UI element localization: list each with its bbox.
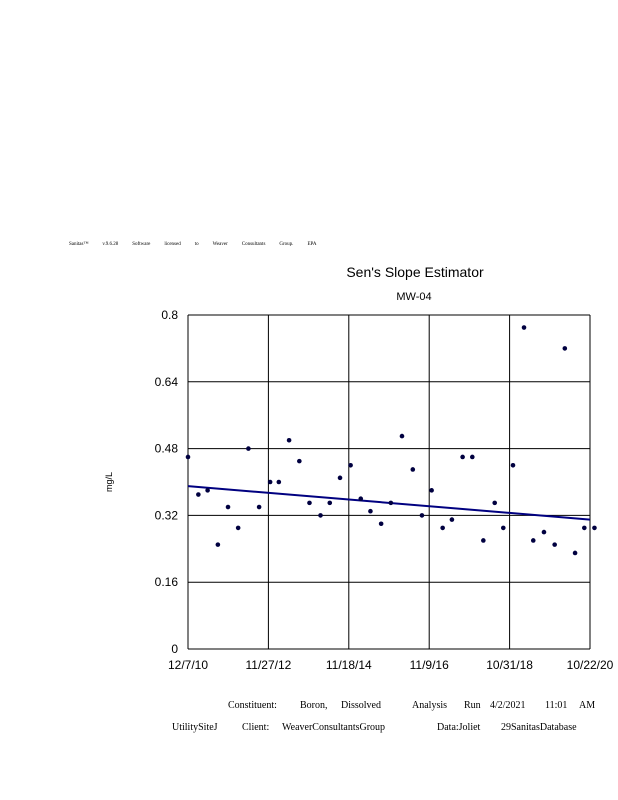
footer-line-2: UtilitySiteJ Client: WeaverConsultantsGrou… (172, 722, 577, 733)
data-point (449, 517, 455, 522)
client-label: Client: (242, 722, 270, 733)
x-tick-label: 10/22/20 (567, 658, 614, 672)
data-point (297, 458, 302, 464)
x-tick-label: 11/18/14 (326, 658, 372, 672)
data-point (481, 538, 486, 543)
y-tick-label: 0 (171, 642, 178, 656)
data-point (235, 525, 241, 531)
grid-lines (187, 314, 591, 650)
banner-word: EPA (307, 242, 317, 247)
data-point (205, 488, 210, 493)
data-point (276, 479, 282, 485)
x-tick-labels: 12/7/10 11/27/12 11/18/14 11/9/16 10/31/… (168, 658, 614, 672)
data-point (267, 479, 273, 485)
data-point (582, 525, 587, 531)
data-point (592, 525, 597, 531)
banner-word: Consultants (241, 242, 266, 247)
banner-word: Weaver (212, 242, 228, 247)
x-tick-label: 10/31/18 (486, 658, 533, 672)
data-point (510, 463, 516, 468)
data-label: Data:Joliet (437, 722, 481, 733)
constituent-value: Boron, (300, 700, 328, 711)
data-point (460, 454, 465, 460)
site-name: UtilitySiteJ (172, 722, 218, 733)
data-point (410, 467, 416, 472)
data-point (307, 500, 312, 506)
data-point (358, 496, 364, 502)
banner-word: Group. (279, 242, 294, 247)
data-point (572, 550, 578, 556)
y-tick-label: 0.32 (155, 508, 179, 522)
data-point (256, 504, 262, 510)
y-tick-label: 0.8 (161, 308, 178, 322)
data-point (225, 504, 231, 510)
banner-word: Sanitas™ (69, 242, 89, 247)
chart-title: Sen's Slope Estimator (346, 264, 484, 280)
y-tick-labels: 0 0.16 0.32 0.48 0.64 0.8 (155, 308, 179, 656)
data-point (530, 538, 536, 543)
x-tick-label: 11/9/16 (410, 658, 449, 672)
footer-line-1: Constituent: Boron, Dissolved Analysis Run 4/… (228, 700, 595, 711)
data-point (337, 475, 343, 481)
data-point (327, 500, 333, 506)
software-license-banner: Sanitas™ v.9.6.28 Software licensed to W… (69, 242, 329, 252)
run-ampm: AM (579, 700, 596, 711)
banner-word: v.9.6.28 (102, 242, 119, 247)
data-point (286, 437, 292, 443)
y-tick-label: 0.16 (155, 575, 179, 589)
data-point (419, 513, 425, 518)
data-point (541, 529, 547, 535)
banner-word: to (194, 242, 199, 247)
data-point (500, 525, 506, 531)
data-point (246, 446, 251, 451)
data-point (318, 513, 323, 518)
data-point (399, 433, 405, 439)
y-tick-label: 0.48 (155, 442, 179, 456)
x-tick-label: 11/27/12 (245, 658, 291, 672)
chart-subtitle: MW-04 (396, 291, 431, 303)
constituent-value-2: Dissolved (341, 700, 381, 711)
run-time: 11:01 (545, 700, 568, 711)
data-point (368, 508, 373, 514)
data-point (492, 500, 498, 506)
data-point (196, 492, 201, 497)
run-label: Run (464, 700, 481, 711)
y-axis-label: mg/L (104, 472, 114, 492)
data-point (215, 542, 221, 547)
data-point (185, 454, 191, 460)
data-point (440, 525, 445, 531)
banner-word: Software (132, 242, 151, 247)
y-tick-label: 0.64 (155, 375, 179, 389)
data-point (378, 521, 384, 527)
database-name: 29SanitasDatabase (501, 722, 577, 733)
data-point (521, 325, 527, 330)
client-value: WeaverConsultantsGroup (282, 722, 386, 733)
constituent-label: Constituent: (228, 700, 277, 711)
data-point (388, 500, 394, 506)
x-tick-label: 12/7/10 (168, 658, 208, 672)
data-points (185, 325, 597, 556)
banner-word: licensed (164, 242, 181, 247)
data-point (470, 454, 475, 460)
analysis-label: Analysis (412, 700, 447, 711)
data-point (429, 488, 434, 493)
run-date: 4/2/2021 (490, 700, 526, 711)
data-point (562, 346, 568, 351)
data-point (348, 463, 353, 468)
data-point (552, 542, 557, 547)
